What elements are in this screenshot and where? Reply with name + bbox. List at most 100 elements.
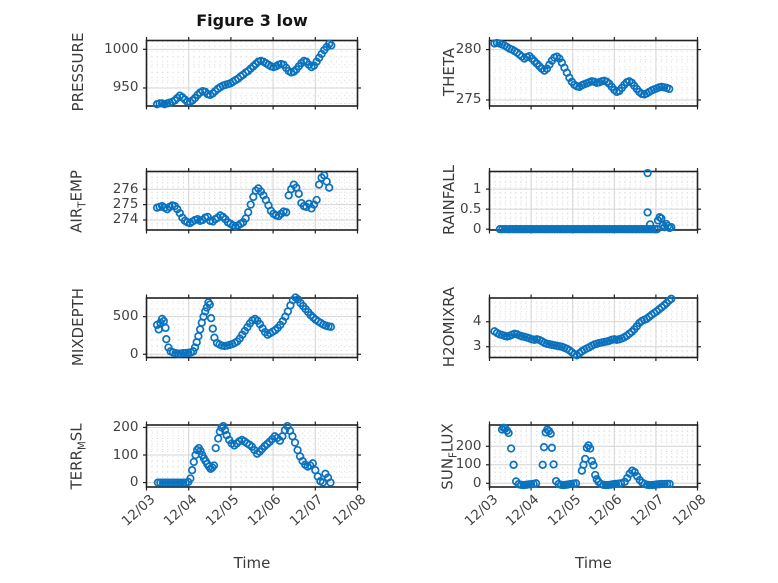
y-tick-label: 0	[472, 220, 482, 237]
subplot-rainfall	[486, 168, 701, 234]
y-axis-label-subscript: F	[448, 452, 460, 458]
y-tick-label: 0	[472, 474, 482, 491]
data-point	[294, 189, 303, 198]
data-point	[290, 438, 300, 447]
data-point	[186, 474, 195, 483]
axes-box	[145, 39, 359, 107]
y-tick-label: 276	[112, 180, 139, 197]
major-grid	[489, 298, 698, 358]
data-point	[645, 220, 655, 229]
data-points	[152, 171, 334, 231]
y-axis-label-sun-flux: SUNFLUX	[438, 423, 460, 490]
data-point	[219, 421, 228, 431]
data-point	[171, 478, 180, 487]
data-point	[208, 324, 217, 333]
data-point	[589, 461, 598, 470]
axes-box	[145, 170, 359, 231]
y-tick-label: 500	[112, 308, 139, 325]
data-point	[547, 443, 557, 452]
data-point	[214, 434, 223, 443]
data-point	[539, 443, 549, 452]
data-point	[201, 307, 210, 316]
y-tick-label: 0	[129, 345, 139, 362]
data-point	[667, 223, 676, 232]
y-tick-label: 950	[112, 79, 139, 96]
data-point	[504, 428, 513, 438]
data-point	[195, 325, 205, 334]
data-point	[546, 429, 555, 438]
minor-grid	[489, 40, 698, 106]
data-points	[495, 168, 676, 234]
data-point	[667, 294, 676, 303]
data-point	[161, 323, 170, 333]
data-point	[643, 208, 652, 217]
data-point	[312, 195, 321, 205]
y-tick-label: 4	[472, 313, 482, 330]
data-point	[318, 478, 328, 487]
major-grid	[146, 425, 358, 487]
data-point	[665, 84, 674, 94]
data-point	[643, 168, 652, 178]
y-tick-label: 200	[455, 437, 482, 454]
y-tick-label: 0	[129, 474, 139, 491]
data-point	[162, 335, 171, 344]
y-tick-label: 200	[112, 418, 139, 435]
axes-box	[488, 424, 699, 488]
major-grid	[489, 40, 698, 106]
data-point	[196, 446, 205, 456]
data-point	[327, 41, 336, 50]
y-tick-label: 100	[112, 446, 139, 463]
data-points	[152, 39, 336, 109]
y-axis-label-terr-msl: TERRMSL	[67, 423, 89, 490]
subplot-air-temp	[143, 168, 361, 234]
data-point	[163, 478, 173, 487]
data-point	[209, 461, 219, 470]
data-point	[549, 460, 558, 469]
y-tick-label: 1	[472, 180, 482, 197]
y-tick-label: 274	[112, 211, 139, 228]
y-tick-label: 275	[112, 196, 139, 213]
data-points	[153, 421, 335, 487]
data-point	[156, 478, 165, 487]
data-point	[282, 208, 291, 217]
minor-grid	[489, 171, 698, 230]
data-point	[187, 466, 197, 475]
y-tick-label: 0.5	[460, 200, 482, 217]
data-point	[308, 459, 317, 468]
data-point	[314, 180, 324, 189]
data-point	[531, 479, 541, 488]
data-point	[192, 445, 202, 455]
y-tick-label: 1000	[104, 40, 139, 57]
x-axis-title: Time	[575, 554, 612, 572]
subplot-mixdepth	[143, 293, 361, 361]
y-axis-label-subscript: T	[77, 201, 89, 208]
y-tick-label: 100	[455, 456, 482, 473]
subplot-pressure	[143, 37, 361, 110]
data-point	[211, 443, 220, 453]
axes-box	[145, 297, 359, 359]
data-point	[246, 200, 255, 209]
data-points	[490, 294, 676, 360]
data-point	[587, 456, 596, 466]
data-point	[208, 463, 217, 472]
subplot-h2omixra	[486, 294, 701, 361]
major-grid	[146, 40, 358, 106]
data-points	[152, 293, 336, 358]
data-point	[326, 478, 335, 487]
data-points	[490, 38, 674, 99]
data-point	[586, 444, 595, 453]
data-point	[538, 460, 547, 469]
subplot-sun-flux	[486, 421, 701, 491]
data-points	[497, 423, 674, 490]
data-point	[665, 479, 674, 489]
data-point	[220, 426, 230, 435]
axes-box	[488, 39, 699, 107]
data-point	[506, 444, 516, 453]
data-point	[205, 300, 214, 309]
figure-title: Figure 3 low	[196, 11, 308, 30]
data-point	[325, 183, 334, 192]
data-point	[206, 314, 216, 323]
data-point	[183, 97, 192, 107]
